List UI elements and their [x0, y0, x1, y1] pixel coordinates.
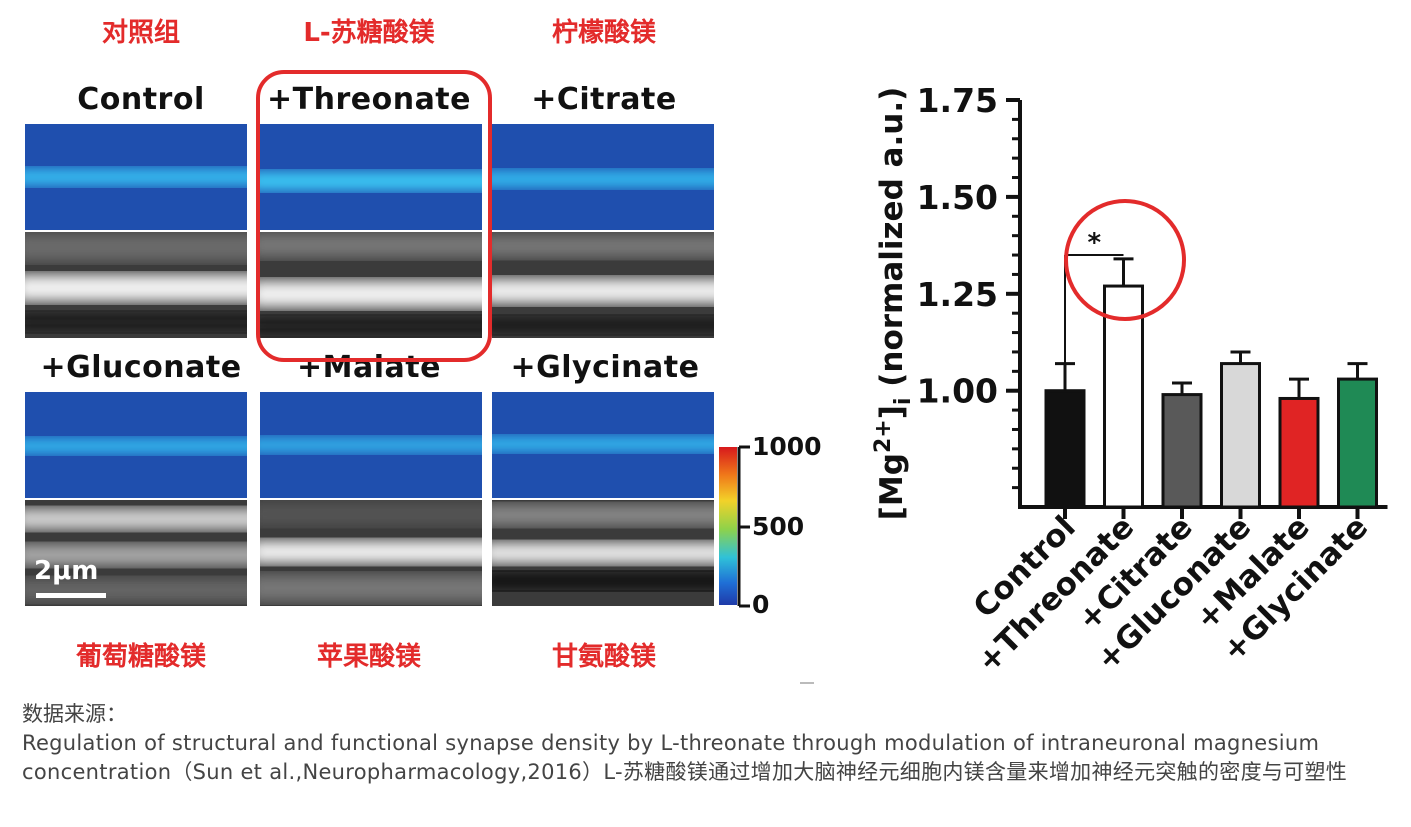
bar-glycinate	[1337, 377, 1378, 509]
threonate-highlight-box	[256, 70, 492, 362]
image-panel-glycinate-brightfield	[492, 500, 714, 606]
colorbar-axis	[737, 445, 750, 608]
cn-label-glycinate: 甘氨酸镁	[551, 642, 656, 672]
source-body: Regulation of structural and functional …	[22, 731, 1348, 784]
y-tick-label-1.75: 1.75	[917, 81, 998, 120]
cn-label-control: 对照组	[101, 18, 180, 48]
image-panel-malate-brightfield	[260, 500, 482, 606]
image-panel-glycinate-fluorescence	[492, 392, 714, 498]
threonate-highlight-circle	[1064, 199, 1186, 321]
panel-title-gluconate: +Gluconate	[40, 350, 242, 385]
image-panel-control-brightfield	[25, 232, 247, 338]
colorbar-tick-500: 500	[752, 512, 805, 541]
source-note: 数据来源： Regulation of structural and funct…	[22, 700, 1392, 787]
y-tick-label-1.00: 1.00	[917, 372, 998, 411]
panel-title-malate: +Malate	[297, 350, 441, 385]
bar-malate	[1278, 396, 1320, 509]
source-title: 数据来源：	[22, 702, 127, 726]
colorbar-tick-1000: 1000	[752, 432, 822, 461]
cn-label-gluconate: 葡萄糖酸镁	[75, 642, 206, 672]
scale-bar	[36, 593, 106, 598]
bar-citrate	[1161, 393, 1203, 509]
y-tick-label-1.50: 1.50	[917, 178, 998, 217]
image-panel-citrate-brightfield	[492, 232, 714, 338]
colorbar	[719, 447, 737, 605]
cn-label-malate: 苹果酸镁	[316, 642, 421, 672]
image-panel-gluconate-fluorescence	[25, 392, 247, 498]
panel-title-threonate: +Threonate	[267, 82, 471, 117]
panel-title-citrate: +Citrate	[531, 82, 677, 117]
scale-bar-label: 2μm	[34, 556, 99, 586]
bar-gluconate	[1220, 362, 1261, 509]
image-panel-gluconate-brightfield	[25, 500, 247, 606]
image-panel-threonate-brightfield	[260, 232, 482, 338]
bar-chart: 1.00 1.25 1.50 1.75[Mg2+]i (normalized a.u.…	[871, 81, 1388, 680]
colorbar-tick-0: 0	[752, 590, 770, 619]
panel-title-control: Control	[77, 82, 205, 117]
image-panel-threonate-fluorescence	[260, 124, 482, 230]
bar-control	[1044, 389, 1086, 509]
image-panel-citrate-fluorescence	[492, 124, 714, 230]
image-panel-control-fluorescence	[25, 124, 247, 230]
image-panel-malate-fluorescence	[260, 392, 482, 498]
panel-title-glycinate: +Glycinate	[510, 350, 700, 385]
cn-label-threonate: L-苏糖酸镁	[303, 18, 435, 48]
y-tick-label-1.25: 1.25	[917, 275, 998, 314]
y-axis-label: [Mg2+]i (normalized a.u.)	[871, 87, 916, 521]
cn-label-citrate: 柠檬酸镁	[551, 18, 656, 48]
decorative-dash	[800, 682, 814, 684]
figure: 对照组 L-苏糖酸镁 柠檬酸镁 Control +Threonate +Citr…	[25, 18, 1388, 684]
significance-star: *	[1087, 228, 1101, 258]
